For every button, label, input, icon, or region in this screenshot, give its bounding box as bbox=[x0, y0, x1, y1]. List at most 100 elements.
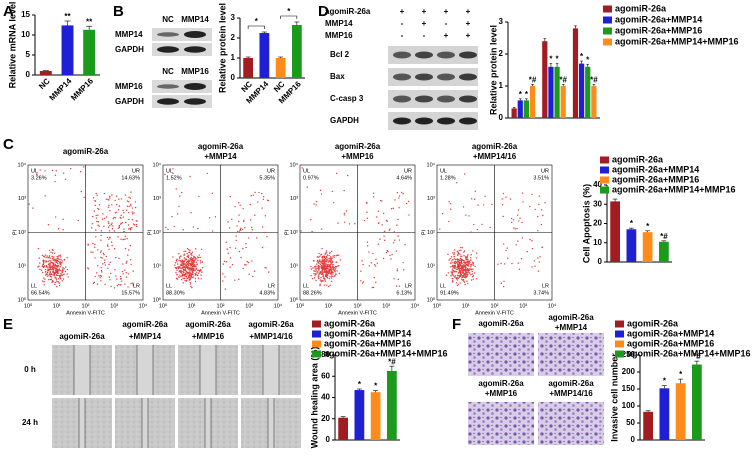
event-dot bbox=[471, 276, 474, 278]
image-label: agomiR-26a bbox=[548, 379, 594, 388]
event-dot bbox=[313, 260, 315, 262]
event-dot bbox=[114, 269, 116, 271]
event-dot bbox=[325, 252, 327, 254]
x-tick-label: 10⁰ bbox=[296, 302, 305, 309]
event-dot bbox=[190, 268, 193, 271]
event-dot bbox=[329, 284, 331, 286]
blot-band bbox=[184, 98, 206, 105]
event-dot bbox=[379, 199, 382, 202]
y-axis-title: Relative protein level bbox=[217, 3, 227, 93]
y-tick-label: 10² bbox=[290, 230, 298, 236]
event-dot bbox=[398, 197, 400, 199]
event-dot bbox=[122, 263, 124, 265]
event-dot bbox=[39, 262, 41, 264]
event-dot bbox=[457, 274, 459, 277]
event-dot bbox=[335, 261, 338, 263]
event-dot bbox=[44, 195, 46, 197]
event-dot bbox=[192, 226, 195, 228]
legend-label: agomiR-26a bbox=[615, 3, 667, 13]
event-dot bbox=[227, 221, 229, 223]
event-dot bbox=[182, 271, 185, 273]
event-dot bbox=[247, 261, 250, 264]
event-dot bbox=[194, 258, 196, 260]
event-dot bbox=[537, 270, 540, 272]
event-dot bbox=[347, 174, 349, 177]
significance-label: * bbox=[586, 55, 590, 64]
event-dot bbox=[238, 278, 240, 281]
quadrant-name: UL bbox=[303, 168, 310, 174]
event-dot bbox=[55, 279, 58, 281]
x-axis-title: Annexin V-FITC bbox=[338, 310, 377, 316]
event-dot bbox=[240, 256, 242, 259]
event-dot bbox=[100, 250, 102, 252]
event-dot bbox=[459, 259, 461, 262]
event-dot bbox=[447, 253, 449, 256]
event-dot bbox=[313, 203, 315, 205]
quadrant-percent: 6.13% bbox=[396, 290, 412, 296]
event-dot bbox=[447, 272, 450, 274]
event-dot bbox=[198, 254, 200, 256]
scratch-gap bbox=[142, 398, 148, 448]
image-label: agomiR-26a bbox=[478, 319, 524, 328]
event-dot bbox=[320, 193, 323, 195]
legend-label: agomiR-26a+MMP14 bbox=[324, 328, 411, 338]
event-dot bbox=[244, 264, 246, 266]
event-dot bbox=[134, 201, 136, 203]
event-dot bbox=[114, 212, 117, 214]
event-dot bbox=[92, 215, 94, 218]
event-dot bbox=[452, 278, 454, 280]
blot-band bbox=[184, 31, 206, 38]
event-dot bbox=[323, 256, 326, 259]
event-dot bbox=[195, 268, 197, 270]
event-dot bbox=[320, 280, 323, 283]
blot-band bbox=[184, 46, 206, 53]
event-dot bbox=[189, 175, 191, 178]
event-dot bbox=[450, 256, 453, 258]
event-dot bbox=[314, 274, 316, 277]
event-dot bbox=[100, 256, 102, 259]
bar bbox=[610, 201, 620, 262]
bar bbox=[370, 392, 381, 440]
event-dot bbox=[463, 173, 466, 175]
event-dot bbox=[200, 274, 202, 276]
event-dot bbox=[461, 277, 463, 279]
event-dot bbox=[332, 273, 334, 275]
y-tick-label: 10¹ bbox=[290, 264, 298, 270]
event-dot bbox=[392, 242, 395, 244]
event-dot bbox=[254, 214, 256, 216]
scratch-gap bbox=[74, 345, 90, 395]
event-dot bbox=[507, 257, 509, 259]
legend-label: agomiR-26a+MMP14+MMP16 bbox=[324, 348, 448, 358]
event-dot bbox=[250, 194, 252, 197]
event-dot bbox=[505, 249, 507, 252]
event-dot bbox=[111, 204, 113, 206]
event-dot bbox=[61, 271, 63, 273]
event-dot bbox=[108, 204, 110, 206]
event-dot bbox=[321, 261, 324, 263]
event-dot bbox=[368, 265, 371, 267]
event-dot bbox=[320, 228, 323, 230]
event-dot bbox=[306, 186, 308, 188]
event-dot bbox=[101, 218, 104, 220]
event-dot bbox=[119, 284, 122, 286]
event-dot bbox=[325, 273, 327, 275]
event-dot bbox=[185, 275, 188, 278]
quadrant-percent: 88.30% bbox=[166, 290, 185, 296]
event-dot bbox=[194, 265, 196, 267]
legend-label: agomiR-26a+MMP14 bbox=[615, 14, 702, 24]
event-dot bbox=[77, 219, 80, 222]
event-dot bbox=[51, 252, 54, 254]
event-dot bbox=[44, 278, 46, 280]
event-dot bbox=[311, 277, 314, 280]
quadrant-name: UR bbox=[132, 168, 140, 174]
event-dot bbox=[52, 256, 54, 258]
event-dot bbox=[47, 267, 49, 269]
event-dot bbox=[56, 261, 58, 264]
condition-sign: + bbox=[444, 7, 449, 16]
event-dot bbox=[328, 265, 330, 268]
column-label: agomiR-26a bbox=[59, 332, 105, 341]
event-dot bbox=[58, 284, 61, 287]
x-tick-label: 10² bbox=[82, 303, 90, 309]
event-dot bbox=[222, 263, 225, 265]
event-dot bbox=[67, 276, 69, 278]
